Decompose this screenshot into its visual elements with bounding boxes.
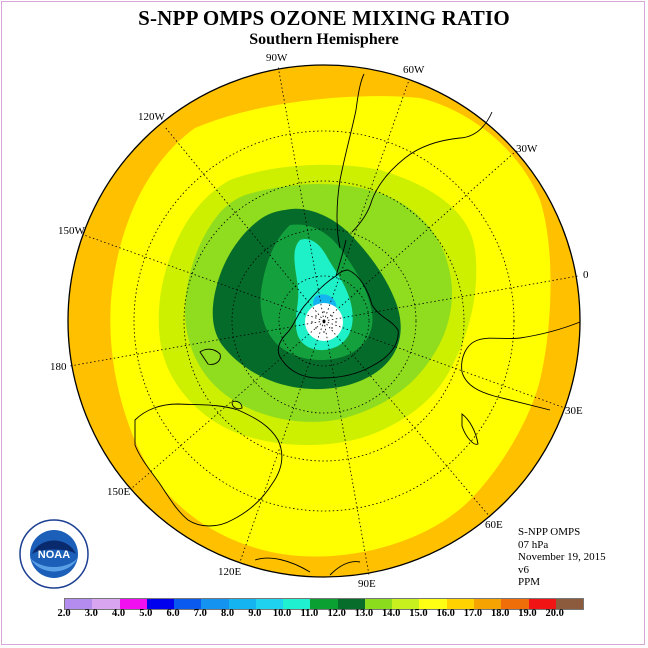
- legend-swatch: [310, 599, 338, 609]
- legend-tick-label: 20.0: [545, 608, 564, 619]
- new-zealand: [199, 348, 221, 365]
- legend-swatch: [146, 599, 175, 609]
- lon-label-120w: 120W: [138, 111, 166, 123]
- info-version: v6: [518, 563, 529, 576]
- legend-tick-label: 16.0: [436, 608, 455, 619]
- info-date: November 19, 2015: [518, 551, 606, 563]
- legend-color-bar: [64, 598, 584, 610]
- legend-swatch: [119, 599, 147, 609]
- south-america-coast: [336, 73, 493, 249]
- latitude-circle-60s: [183, 180, 465, 462]
- noaa-logo-text: NOAA: [38, 549, 70, 561]
- lon-label-90w: 90W: [266, 52, 288, 64]
- legend-tick-label: 13.0: [354, 608, 374, 619]
- legend-swatch: [92, 599, 120, 609]
- legend-swatch: [255, 599, 284, 609]
- legend-tick-label: 8.0: [221, 608, 235, 619]
- legend-tick-label: 6.0: [166, 608, 180, 619]
- antarctic-peninsula: [335, 239, 347, 277]
- latitude-circle-80s: [278, 275, 370, 367]
- lon-label-60e: 60E: [485, 519, 503, 531]
- latitude-circle-70s: [231, 228, 417, 414]
- map-boundary: [67, 64, 581, 578]
- info-units: PPM: [518, 576, 541, 588]
- legend-swatch: [65, 599, 93, 609]
- latitude-grid: [133, 130, 515, 512]
- legend-swatch: [419, 599, 447, 609]
- legend-swatch: [446, 599, 474, 609]
- meridian-0: [323, 275, 579, 322]
- meridian-180: [69, 320, 325, 367]
- lon-label-30e: 30E: [565, 405, 583, 417]
- lon-label-60w: 60W: [403, 64, 425, 76]
- legend-tick-label: 19.0: [518, 608, 537, 619]
- legend-tick-label: 18.0: [491, 608, 510, 619]
- meridian-150w: [83, 234, 325, 322]
- longitude-grid: [69, 65, 579, 576]
- legend-swatch: [555, 599, 584, 609]
- southern-asia-coast: [254, 557, 361, 576]
- meridian-30e: [323, 320, 566, 409]
- meridian-30w: [323, 151, 516, 322]
- madagascar: [461, 413, 479, 445]
- legend-swatch: [283, 599, 311, 609]
- legend-tick-label: 12.0: [327, 608, 346, 619]
- info-block: S-NPP OMPS 07 hPa November 19, 2015 v6 P…: [518, 526, 606, 589]
- lon-label-90e: 90E: [358, 578, 376, 590]
- legend-tick-label: 2.0: [57, 608, 71, 619]
- noaa-logo: NOAA: [19, 519, 89, 589]
- meridian-150e: [131, 320, 325, 489]
- legend-tick-label: 10.0: [272, 608, 292, 619]
- legend-tick-label: 17.0: [463, 608, 483, 619]
- meridian-120e: [239, 320, 325, 563]
- legend-swatch: [528, 599, 556, 609]
- legend-tick-label: 15.0: [409, 608, 428, 619]
- australia-coast: [134, 403, 283, 527]
- meridian-120w: [164, 126, 325, 322]
- legend-swatch: [501, 599, 529, 609]
- lon-label-30w: 30W: [516, 143, 538, 155]
- legend-tick-label: 14.0: [381, 608, 401, 619]
- color-legend: 2.0 3.0 4.0 5.0 6.0 7.0 8.0 9.0 10.0 11.0 12.0 13.0…: [0, 592, 648, 622]
- coastlines: [134, 73, 581, 576]
- legend-tick-label: 7.0: [193, 608, 207, 619]
- africa-coast: [461, 321, 581, 411]
- legend-tick-label: 11.0: [300, 608, 319, 619]
- meridian-60e: [323, 320, 491, 518]
- legend-swatch: [392, 599, 420, 609]
- lon-label-150e: 150E: [107, 486, 131, 498]
- legend-tick-label: 9.0: [248, 608, 262, 619]
- meridian-90e: [323, 320, 370, 576]
- latitude-circle-50s: [133, 130, 515, 512]
- lon-label-150w: 150W: [58, 225, 86, 237]
- legend-tick-label: 4.0: [111, 608, 126, 619]
- page-subtitle: Southern Hemisphere: [249, 31, 399, 48]
- tasmania: [231, 400, 243, 410]
- legend-swatch: [228, 599, 256, 609]
- legend-tick-label: 3.0: [84, 608, 98, 619]
- antarctica-coast: [277, 269, 399, 379]
- legend-tick-label: 5.0: [139, 608, 153, 619]
- meridian-60w: [323, 79, 410, 322]
- legend-swatch: [337, 599, 365, 609]
- page-title: S-NPP OMPS OZONE MIXING RATIO: [138, 6, 510, 30]
- info-level: 07 hPa: [518, 538, 549, 551]
- lon-label-0: 0: [583, 269, 589, 281]
- lon-label-180: 180: [50, 361, 67, 373]
- info-instrument: S-NPP OMPS: [518, 526, 581, 538]
- lon-label-120e: 120E: [218, 566, 242, 578]
- legend-swatch: [364, 599, 393, 609]
- legend-swatch: [473, 599, 502, 609]
- pole-marker: [311, 311, 337, 333]
- legend-swatch: [201, 599, 229, 609]
- legend-swatch: [174, 599, 202, 609]
